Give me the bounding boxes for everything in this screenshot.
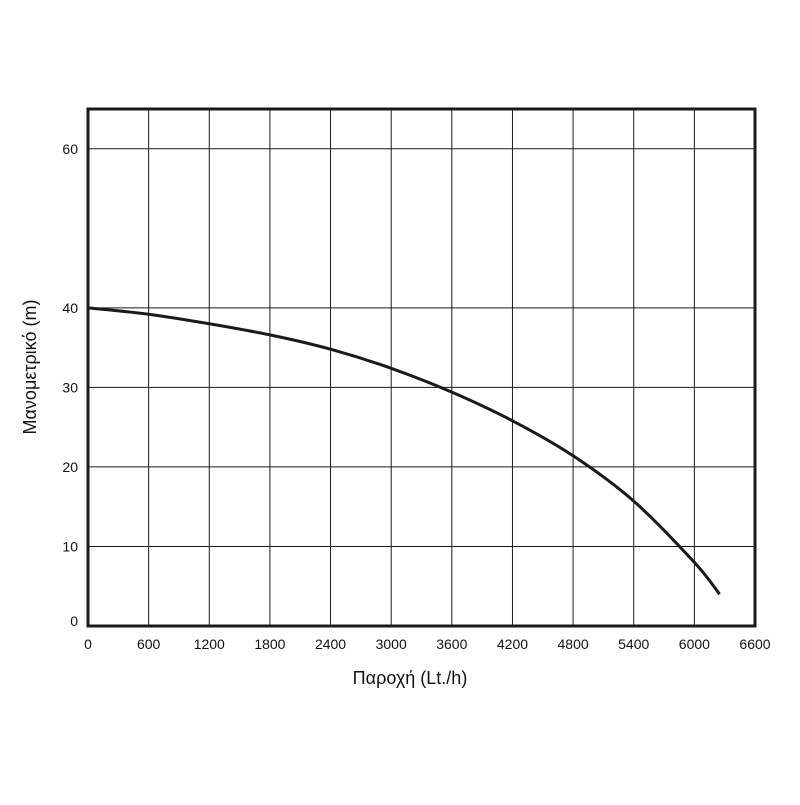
x-tick-label: 4800 — [558, 636, 589, 652]
y-tick-labels: 0 10 20 30 40 60 — [62, 141, 78, 629]
y-tick-label: 60 — [62, 141, 78, 157]
x-tick-label: 4200 — [497, 636, 528, 652]
x-axis-label: Παροχή (Lt./h) — [353, 668, 468, 688]
x-tick-label: 0 — [84, 636, 92, 652]
series-line — [87, 306, 721, 596]
y-tick-label: 10 — [62, 538, 78, 554]
plot-frame — [86, 107, 757, 628]
y-tick-label: 20 — [62, 459, 78, 475]
x-tick-label: 2400 — [315, 636, 346, 652]
x-tick-label: 3600 — [436, 636, 467, 652]
x-tick-label: 5400 — [618, 636, 649, 652]
x-tick-label: 1200 — [194, 636, 225, 652]
x-tick-label: 6600 — [739, 636, 770, 652]
grid-lines — [87, 109, 756, 627]
y-axis-label: Μανομετρικό (m) — [20, 300, 40, 435]
y-tick-label: 0 — [70, 613, 78, 629]
x-tick-label: 6000 — [679, 636, 710, 652]
x-tick-label: 3000 — [376, 636, 407, 652]
x-tick-label: 1800 — [254, 636, 285, 652]
x-tick-labels: 0 600 1200 1800 2400 3000 3600 4200 4800 5400 6000… — [84, 636, 771, 652]
y-tick-label: 40 — [62, 300, 78, 316]
x-tick-label: 600 — [137, 636, 161, 652]
y-tick-label: 30 — [62, 379, 78, 395]
